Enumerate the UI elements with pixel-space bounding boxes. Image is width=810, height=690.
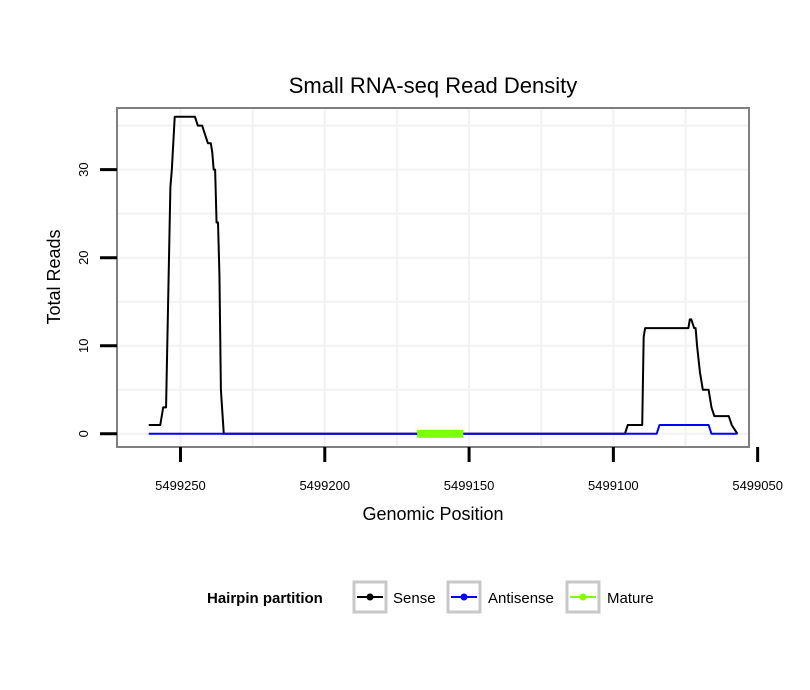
y-tick-label: 20	[76, 250, 91, 264]
y-tick-label: 0	[76, 430, 91, 437]
legend-label-mature: Mature	[607, 590, 654, 607]
series-line-antisense	[148, 423, 738, 435]
legend-title: Hairpin partition	[207, 590, 323, 607]
x-axis-title: Genomic Position	[362, 504, 503, 524]
legend: Hairpin partition Sense Antisense Mature	[207, 580, 654, 614]
x-tick-label: 5499200	[299, 478, 350, 493]
legend-label-sense: Sense	[393, 590, 436, 607]
x-tick-label: 5499050	[732, 478, 783, 493]
legend-label-antisense: Antisense	[488, 590, 554, 607]
series-layer	[148, 115, 739, 438]
chart-title: Small RNA-seq Read Density	[289, 73, 578, 98]
series-line-sense	[148, 115, 739, 435]
axes: 5499250 5499200 5499150 5499100 5499050 0 10 20…	[76, 162, 783, 493]
y-tick-label: 10	[76, 339, 91, 353]
x-tick-label: 5499150	[444, 478, 495, 493]
plot-border	[116, 107, 750, 448]
legend-entry-antisense: Antisense	[446, 580, 554, 614]
legend-dot-antisense	[460, 593, 468, 601]
legend-entry-mature: Mature	[565, 580, 654, 614]
y-tick-label: 30	[76, 162, 91, 176]
legend-dot-sense	[366, 593, 374, 601]
x-tick-label: 5499250	[155, 478, 206, 493]
x-tick-label: 5499100	[588, 478, 639, 493]
y-axis-title: Total Reads	[44, 229, 64, 324]
legend-entry-sense: Sense	[352, 580, 436, 614]
legend-dot-mature	[579, 593, 587, 601]
